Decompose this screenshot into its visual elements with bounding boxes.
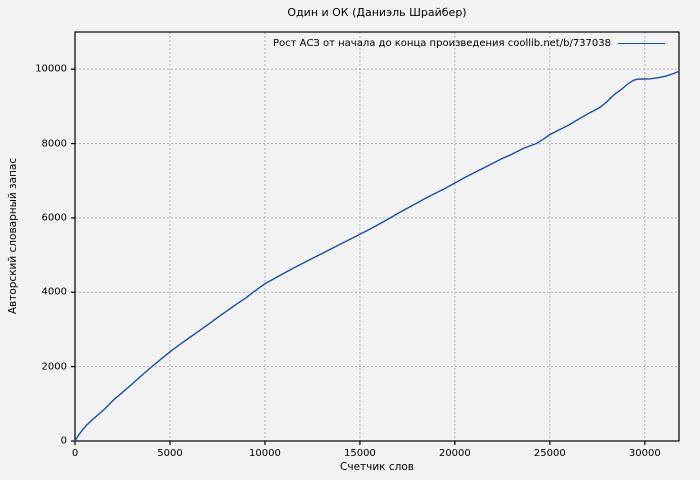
y-tick-label: 10000 <box>35 63 67 75</box>
legend-line-sample-icon <box>618 42 665 44</box>
plot-border <box>74 31 680 442</box>
data-series-line <box>74 70 680 442</box>
y-tick-label: 2000 <box>41 361 67 373</box>
x-tick-label: 25000 <box>533 448 566 459</box>
x-tick-label: 15000 <box>343 448 376 459</box>
y-tick-label: 6000 <box>41 212 67 224</box>
x-axis-label: Счетчик слов <box>340 461 414 473</box>
legend: Рост АСЗ от начала до конца произведения… <box>273 36 665 50</box>
legend-series-label: Рост АСЗ от начала до конца произведения… <box>272 37 611 49</box>
x-tick-label: 5000 <box>157 448 183 459</box>
x-tick-label: 30000 <box>628 448 661 459</box>
x-tick-label: 20000 <box>438 448 471 459</box>
y-tick-label: 8000 <box>41 138 67 150</box>
x-tick-label: 10000 <box>249 448 281 459</box>
y-tick-label: 4000 <box>41 286 67 298</box>
y-tick-label: 0 <box>60 435 67 447</box>
x-tick-label: 0 <box>71 448 79 459</box>
chart-title: Один и ОК (Даниэль Шрайбер) <box>287 6 467 19</box>
